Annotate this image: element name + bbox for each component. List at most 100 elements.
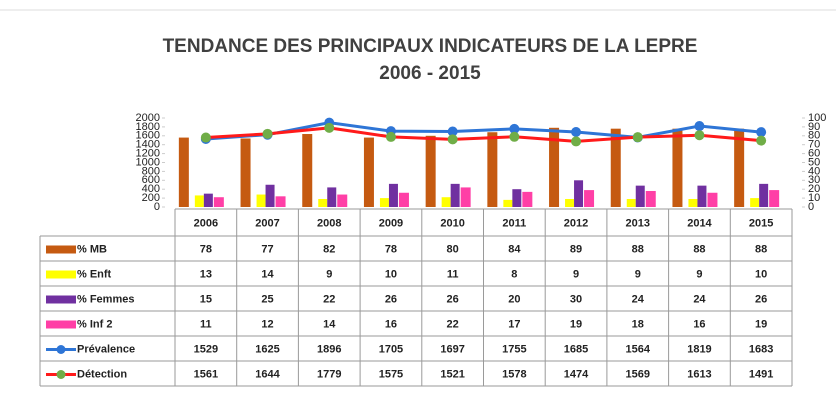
y-tick-label: 200 bbox=[142, 192, 160, 204]
y-tick-label: 1200 bbox=[136, 148, 160, 160]
table-cell: 9 bbox=[635, 268, 641, 280]
bar bbox=[512, 189, 522, 207]
table-cell: 13 bbox=[200, 268, 212, 280]
legend-marker bbox=[56, 345, 66, 354]
line bbox=[205, 121, 762, 141]
legend-swatch bbox=[46, 320, 76, 329]
bar bbox=[450, 183, 460, 207]
bar bbox=[240, 138, 251, 207]
bar bbox=[635, 185, 645, 207]
marker bbox=[509, 123, 520, 134]
table-cell: 20 bbox=[508, 293, 520, 305]
bar bbox=[688, 198, 698, 207]
table-cell: 18 bbox=[632, 318, 644, 330]
y2-tick-label: 40 bbox=[808, 165, 820, 177]
bar bbox=[327, 187, 337, 207]
table-cell: 1697 bbox=[440, 343, 464, 355]
table-cell: 1564 bbox=[626, 343, 651, 355]
table-cell: 1491 bbox=[749, 368, 773, 380]
table-cell: 1644 bbox=[255, 368, 280, 380]
table-cell: 1529 bbox=[194, 343, 218, 355]
table-cell: 16 bbox=[693, 318, 705, 330]
legend-swatch bbox=[46, 245, 76, 254]
legend-label: % Enft bbox=[77, 268, 112, 280]
bar bbox=[672, 128, 683, 207]
bar bbox=[610, 128, 621, 207]
marker bbox=[571, 136, 582, 147]
bar bbox=[337, 194, 348, 207]
x-tick-label: 2007 bbox=[255, 217, 279, 229]
line bbox=[205, 126, 762, 143]
y2-tick-label: 20 bbox=[808, 183, 820, 195]
y2-tick-label: 90 bbox=[808, 121, 820, 133]
y-tick-label: 1000 bbox=[136, 156, 160, 168]
chart-subtitle: 2006 - 2015 bbox=[379, 63, 481, 84]
table-cell: 1561 bbox=[194, 368, 218, 380]
legend-swatch bbox=[46, 295, 76, 304]
table-cell: 10 bbox=[385, 268, 397, 280]
bar bbox=[697, 185, 707, 207]
table-cell: 1575 bbox=[379, 368, 403, 380]
bar bbox=[734, 128, 745, 207]
table-cell: 9 bbox=[326, 268, 332, 280]
legend-label: % Inf 2 bbox=[77, 318, 112, 330]
bar bbox=[522, 191, 533, 207]
marker bbox=[262, 128, 273, 139]
table-cell: 84 bbox=[508, 243, 521, 255]
bar bbox=[425, 135, 436, 207]
marker bbox=[756, 127, 767, 138]
table-cell: 1819 bbox=[687, 343, 711, 355]
bar bbox=[398, 192, 409, 207]
x-tick-label: 2010 bbox=[440, 217, 464, 229]
y2-tick-label: 10 bbox=[808, 192, 820, 204]
bar bbox=[503, 199, 513, 207]
y2-tick-label: 30 bbox=[808, 174, 820, 186]
bar bbox=[194, 195, 204, 207]
marker bbox=[447, 134, 458, 145]
table-cell: 1896 bbox=[317, 343, 341, 355]
table-cell: 26 bbox=[385, 293, 397, 305]
table-cell: 82 bbox=[323, 243, 335, 255]
marker bbox=[509, 131, 520, 142]
bar bbox=[213, 197, 224, 207]
bar bbox=[441, 197, 451, 207]
table-cell: 1578 bbox=[502, 368, 526, 380]
table-cell: 9 bbox=[696, 268, 702, 280]
table-cell: 24 bbox=[693, 293, 706, 305]
y-tick-label: 1800 bbox=[136, 121, 160, 133]
table-cell: 22 bbox=[323, 293, 335, 305]
x-tick-label: 2013 bbox=[626, 217, 650, 229]
legend-label: % Femmes bbox=[77, 293, 134, 305]
table-cell: 15 bbox=[200, 293, 212, 305]
marker bbox=[694, 130, 705, 141]
marker bbox=[200, 132, 211, 143]
bar bbox=[574, 180, 584, 207]
y-tick-label: 600 bbox=[142, 174, 160, 186]
bar bbox=[645, 190, 656, 207]
table-cell: 11 bbox=[447, 268, 459, 280]
bar bbox=[363, 137, 374, 207]
y-tick-label: 800 bbox=[142, 165, 160, 177]
marker bbox=[447, 126, 458, 137]
y2-tick-label: 0 bbox=[808, 201, 814, 213]
table-cell: 1683 bbox=[749, 343, 773, 355]
x-tick-label: 2009 bbox=[379, 217, 403, 229]
y2-tick-label: 60 bbox=[808, 148, 820, 160]
table-cell: 77 bbox=[261, 243, 273, 255]
table-cell: 26 bbox=[447, 293, 459, 305]
x-tick-label: 2015 bbox=[749, 217, 773, 229]
x-tick-label: 2008 bbox=[317, 217, 341, 229]
bar bbox=[750, 198, 760, 207]
bar bbox=[549, 127, 560, 207]
table-cell: 1474 bbox=[564, 368, 589, 380]
bar bbox=[769, 190, 780, 207]
y2-tick-label: 100 bbox=[808, 112, 826, 124]
x-tick-label: 2012 bbox=[564, 217, 588, 229]
bar bbox=[565, 198, 575, 207]
y-tick-label: 2000 bbox=[136, 112, 160, 124]
legend-label: Détection bbox=[77, 368, 127, 380]
y-tick-label: 0 bbox=[154, 201, 160, 213]
table-cell: 1625 bbox=[255, 343, 279, 355]
table-cell: 88 bbox=[755, 243, 767, 255]
bar bbox=[265, 184, 275, 207]
